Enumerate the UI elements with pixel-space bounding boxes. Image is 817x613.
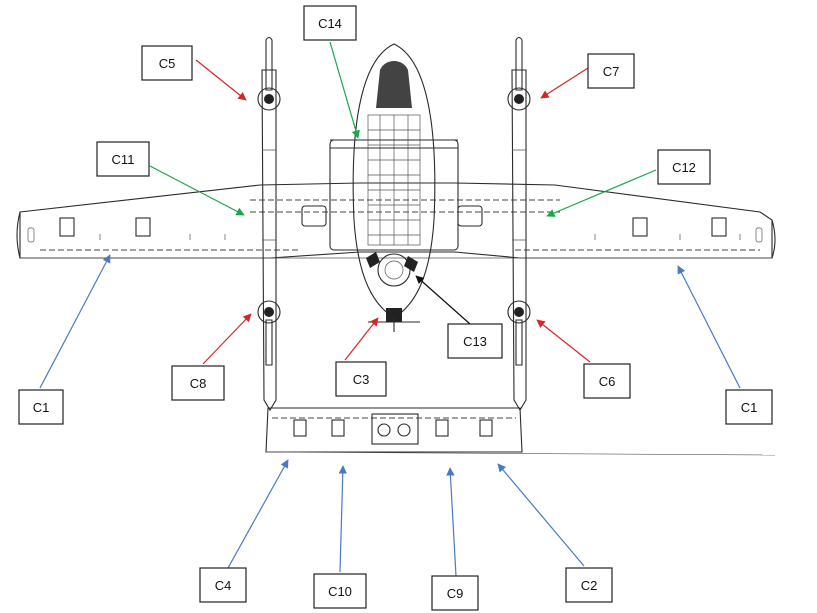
tail-wing xyxy=(265,407,776,456)
label-c14: C14 xyxy=(303,5,357,41)
right-boom xyxy=(507,36,531,412)
label-c4: C4 xyxy=(199,567,247,603)
label-c11: C11 xyxy=(96,141,150,177)
label-c6: C6 xyxy=(583,363,631,399)
label-c1-right-text: C1 xyxy=(741,400,758,415)
label-c3: C3 xyxy=(335,361,387,397)
label-c12-text: C12 xyxy=(672,160,696,175)
arrow-c1-left xyxy=(39,254,111,389)
label-c10: C10 xyxy=(313,573,367,609)
label-c8-text: C8 xyxy=(190,376,207,391)
left-boom xyxy=(257,36,281,412)
arrow-c4 xyxy=(227,459,289,569)
label-c5: C5 xyxy=(141,45,193,81)
callout-arrows xyxy=(39,41,741,577)
label-c2-text: C2 xyxy=(581,578,598,593)
callout-labels: C14 C5 C7 C11 C12 C13 C8 C3 xyxy=(18,5,773,611)
label-c4-text: C4 xyxy=(215,578,232,593)
label-c13: C13 xyxy=(447,323,503,359)
label-c7: C7 xyxy=(587,53,635,89)
arrow-c1-right xyxy=(677,265,741,389)
label-c3-text: C3 xyxy=(353,372,370,387)
label-c1-left: C1 xyxy=(18,389,64,425)
arrow-c3 xyxy=(344,317,379,361)
arrow-c2 xyxy=(497,463,585,567)
arrow-c8 xyxy=(202,313,252,365)
arrow-c14 xyxy=(329,41,360,139)
label-c1-left-text: C1 xyxy=(33,400,50,415)
label-c1-right: C1 xyxy=(725,389,773,425)
label-c14-text: C14 xyxy=(318,16,342,31)
label-c5-text: C5 xyxy=(159,56,176,71)
arrow-c10 xyxy=(338,465,347,573)
label-c13-text: C13 xyxy=(463,334,487,349)
arrow-c5 xyxy=(195,59,247,101)
label-c7-text: C7 xyxy=(603,64,620,79)
arrow-c11 xyxy=(149,165,245,216)
arrow-c13 xyxy=(415,275,471,325)
arrow-c7 xyxy=(540,67,589,99)
label-c10-text: C10 xyxy=(328,584,352,599)
label-c6-text: C6 xyxy=(599,374,616,389)
fuselage xyxy=(329,43,459,332)
aircraft-drawing xyxy=(16,36,776,456)
label-c12: C12 xyxy=(657,149,711,185)
label-c11-text: C11 xyxy=(112,152,135,167)
label-c2: C2 xyxy=(565,567,613,603)
label-c8: C8 xyxy=(171,365,225,401)
label-c9: C9 xyxy=(431,575,479,611)
label-c9-text: C9 xyxy=(447,586,464,601)
front-strut xyxy=(330,139,458,149)
arrow-c12 xyxy=(546,169,657,217)
arrow-c6 xyxy=(536,319,591,363)
main-wing xyxy=(16,182,776,259)
arrow-c9 xyxy=(446,467,457,577)
